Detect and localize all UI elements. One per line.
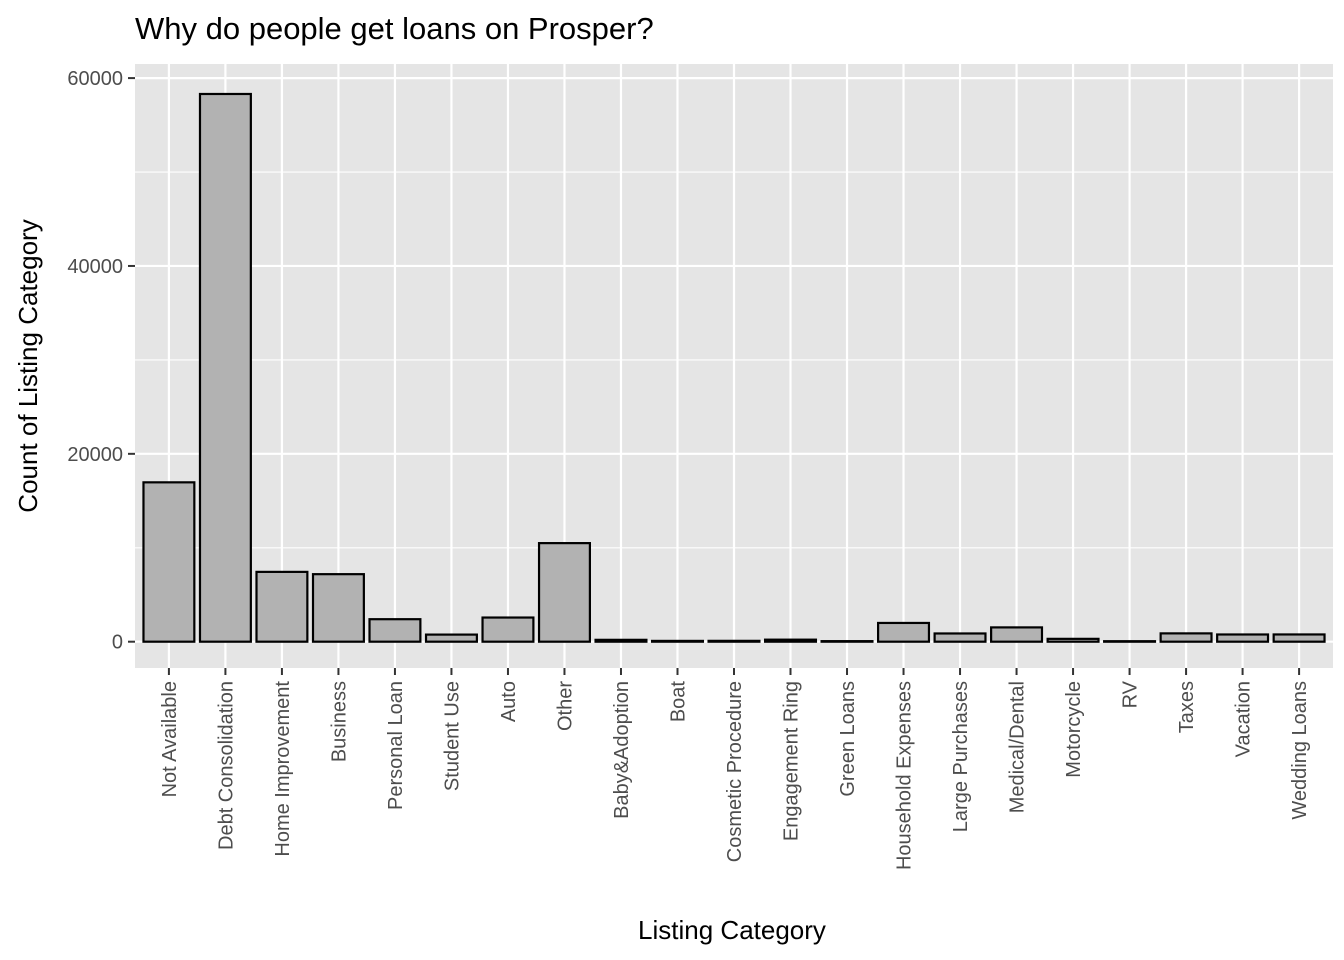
y-tick-label: 60000	[67, 68, 123, 90]
bar	[594, 638, 648, 643]
bar	[255, 570, 309, 643]
bar	[481, 616, 535, 643]
x-tick-label: Baby&Adoption	[611, 681, 633, 819]
y-tick-label: 20000	[67, 444, 123, 466]
x-tick-label: Auto	[498, 681, 520, 722]
bar	[933, 632, 987, 643]
x-tick-label: Vacation	[1233, 681, 1255, 757]
x-tick-label: Large Purchases	[950, 681, 972, 832]
bar	[142, 481, 196, 643]
bar	[1216, 633, 1270, 643]
bar	[424, 633, 478, 643]
x-tick-label: Taxes	[1176, 681, 1198, 733]
chart-title: Why do people get loans on Prosper?	[135, 11, 654, 46]
x-tick-label: Household Expenses	[894, 681, 916, 870]
bar	[198, 92, 252, 643]
x-tick-label: Wedding Loans	[1289, 681, 1311, 820]
x-tick-label: RV	[1120, 680, 1142, 708]
y-axis-title: Count of Listing Category	[13, 219, 43, 512]
x-tick-label: Personal Loan	[385, 681, 407, 810]
x-tick-label: Debt Consolidation	[215, 681, 237, 850]
bar	[990, 626, 1044, 643]
bar	[707, 639, 761, 643]
bar	[650, 639, 705, 643]
bar	[1159, 632, 1213, 643]
y-tick-label: 0	[112, 632, 123, 654]
x-tick-label: Business	[328, 681, 350, 762]
x-tick-label: Not Available	[159, 681, 181, 797]
bar	[1046, 637, 1100, 643]
y-axis: 0 20000 40000 60000	[67, 68, 135, 654]
x-tick-label: Student Use	[441, 681, 463, 791]
x-tick-label: Green Loans	[837, 681, 859, 797]
y-tick-label: 40000	[67, 256, 123, 278]
bar	[1272, 633, 1326, 643]
bar	[537, 542, 592, 643]
bar	[368, 618, 422, 643]
x-tick-label: Engagement Ring	[781, 681, 803, 841]
bar	[820, 640, 874, 643]
bar	[763, 638, 818, 643]
x-tick-label: Home Improvement	[272, 681, 294, 857]
bar	[876, 621, 931, 643]
x-tick-label: Other	[554, 681, 576, 731]
x-tick-label: Cosmetic Procedure	[724, 681, 746, 862]
bar	[311, 573, 365, 643]
bar	[1103, 640, 1157, 643]
x-tick-label: Boat	[667, 681, 689, 723]
bars	[142, 92, 1326, 643]
x-axis: Not Available Debt Consolidation Home Impr…	[159, 668, 1311, 870]
x-axis-title: Listing Category	[638, 915, 826, 945]
x-tick-label: Motorcycle	[1063, 681, 1085, 778]
x-tick-label: Medical/Dental	[1007, 681, 1029, 813]
